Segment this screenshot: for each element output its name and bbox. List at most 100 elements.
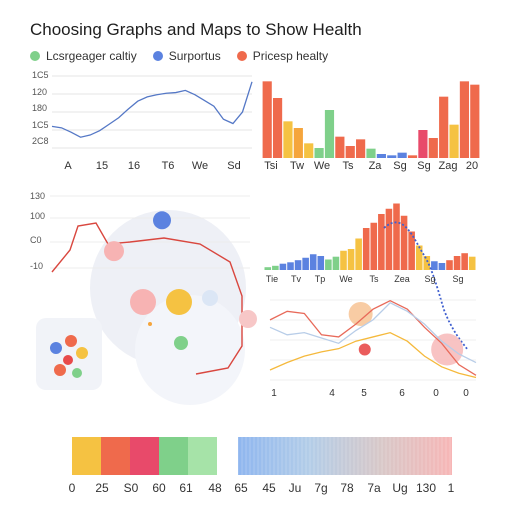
bubble xyxy=(63,355,73,365)
legend-swatch xyxy=(152,51,163,61)
bar xyxy=(345,146,355,158)
bar xyxy=(309,254,317,270)
soft-circle xyxy=(135,295,245,405)
scale-gradient-bar xyxy=(238,437,452,475)
y-tick: 100 xyxy=(30,211,46,221)
x-tick: Sd xyxy=(227,160,241,172)
bar xyxy=(272,98,283,158)
bubble xyxy=(348,302,373,326)
bar xyxy=(418,130,428,158)
x-tick: 16 xyxy=(127,160,141,172)
x-tick: Tv xyxy=(291,274,301,284)
bar xyxy=(370,222,378,270)
y-tick: C0 xyxy=(30,235,42,245)
bar xyxy=(397,152,407,158)
bubble xyxy=(104,241,124,262)
page-title: Choosing Graphs and Maps to Show Health xyxy=(30,20,362,39)
bubble xyxy=(239,310,257,328)
bar xyxy=(378,214,385,270)
legend-swatch xyxy=(30,51,40,61)
bar xyxy=(304,143,314,158)
bar xyxy=(439,96,449,158)
series-line xyxy=(51,222,243,375)
scale-segment xyxy=(130,437,159,475)
bar xyxy=(283,121,293,158)
bar-chart-2-plot xyxy=(264,203,476,351)
legend-item: Lcsrgeager caltiy xyxy=(30,49,137,63)
bar xyxy=(362,228,370,270)
bar xyxy=(446,260,453,270)
y-tick: 1C5 xyxy=(32,70,49,80)
bar xyxy=(302,257,309,270)
bubble xyxy=(166,289,192,315)
x-tick: Ts xyxy=(342,160,354,172)
bar xyxy=(385,208,393,270)
bar xyxy=(317,256,325,270)
scale-tick: 60 xyxy=(152,481,166,495)
bar xyxy=(449,124,459,158)
x-tick: T6 xyxy=(161,160,175,172)
bar xyxy=(272,265,279,270)
scale-tick: Ug xyxy=(392,481,408,495)
bubble xyxy=(174,336,188,350)
bubble xyxy=(50,342,62,354)
bar xyxy=(470,84,480,158)
x-tick: Sg xyxy=(417,160,431,172)
bar xyxy=(461,253,468,270)
scale-tick: 65 xyxy=(234,481,248,495)
x-tick: 6 xyxy=(399,388,405,399)
bar xyxy=(332,256,340,270)
bar xyxy=(262,81,272,158)
x-tick: Zag xyxy=(438,160,458,172)
x-tick: 15 xyxy=(95,160,109,172)
bar xyxy=(428,138,438,158)
x-tick: 5 xyxy=(361,388,367,399)
scale-tick: Ju xyxy=(288,481,302,495)
x-tick: Sg xyxy=(452,274,464,284)
x-tick: 4 xyxy=(329,388,335,399)
bar xyxy=(387,155,397,158)
bubble xyxy=(54,364,66,376)
trend-line xyxy=(383,221,469,351)
scale-tick: 7g xyxy=(314,481,328,495)
series-line xyxy=(51,81,253,138)
bar xyxy=(453,256,461,270)
y-tick: 120 xyxy=(32,87,48,97)
line-chart-3-plot xyxy=(269,299,477,381)
x-tick: A xyxy=(64,160,72,172)
bar xyxy=(415,245,423,270)
bubble xyxy=(72,368,82,378)
scale-tick: 48 xyxy=(208,481,222,495)
bar xyxy=(407,155,418,158)
bar xyxy=(438,263,446,270)
scale-tick: 130 xyxy=(415,481,437,495)
bar xyxy=(423,256,431,270)
y-tick: 180 xyxy=(32,103,48,113)
bar xyxy=(355,238,362,270)
bar xyxy=(408,231,415,270)
bubble xyxy=(202,290,218,306)
bar-chart-1-plot xyxy=(262,81,480,158)
scale-tick: 78 xyxy=(340,481,354,495)
bar xyxy=(294,260,302,270)
bar xyxy=(340,250,347,270)
bubble xyxy=(148,322,152,326)
bar xyxy=(366,148,376,158)
x-tick: 0 xyxy=(433,388,439,399)
bar xyxy=(293,128,303,158)
legend-swatch xyxy=(236,51,247,61)
bar xyxy=(279,263,287,270)
x-tick: Sg xyxy=(393,160,407,172)
legend-item: Pricesp healty xyxy=(236,49,329,63)
x-tick: Sg xyxy=(424,274,436,284)
bar xyxy=(324,110,335,158)
legend: Lcsrgeager caltiy Surportus Pricesp heal… xyxy=(30,47,328,65)
x-tick: Tp xyxy=(314,274,326,284)
x-tick: Ts xyxy=(369,274,379,284)
series-line xyxy=(269,331,477,379)
legend-label: Pricesp healty xyxy=(252,49,329,63)
x-tick: We xyxy=(191,160,209,172)
bubble xyxy=(358,343,371,356)
bubble xyxy=(76,347,88,359)
